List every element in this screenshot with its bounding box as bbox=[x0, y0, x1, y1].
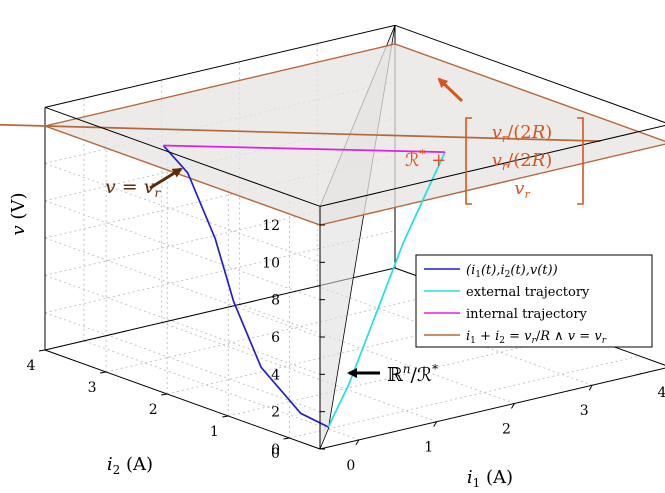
box-edge bbox=[319, 124, 665, 207]
y-tick bbox=[222, 415, 229, 418]
grid-line bbox=[44, 274, 321, 375]
legend-label-trajectory: (i1(t),i2(t),v(t)) bbox=[466, 263, 558, 280]
legend-label-internal: internal trajectory bbox=[466, 307, 588, 322]
y-tick bbox=[38, 349, 46, 352]
left-bracket bbox=[465, 117, 472, 205]
quotient-annotation: ℝn/ℛ* bbox=[347, 362, 438, 386]
legend-box bbox=[415, 254, 653, 348]
z-tick-label: 0 bbox=[271, 442, 280, 458]
z-tick-label: 6 bbox=[271, 330, 280, 346]
grid-line bbox=[44, 312, 321, 413]
z-tick-label: 8 bbox=[271, 293, 280, 309]
y-tick bbox=[283, 437, 290, 440]
grid-line bbox=[44, 237, 321, 338]
grid-line bbox=[83, 340, 360, 441]
trajectory-line bbox=[162, 144, 329, 428]
z-tick-label: 12 bbox=[262, 218, 280, 234]
x-tick bbox=[355, 439, 360, 446]
vector-entry-2: vr/(2R) bbox=[492, 150, 553, 173]
plane-intersection-line bbox=[0, 123, 601, 142]
box-edge bbox=[44, 106, 321, 207]
series-lines bbox=[0, 123, 601, 428]
x-tick-label: 3 bbox=[580, 403, 589, 419]
grid-line bbox=[239, 304, 515, 404]
z-axis-label: v (V) bbox=[8, 193, 29, 236]
grid-line bbox=[44, 200, 321, 301]
z-tick-label: 10 bbox=[262, 255, 280, 271]
set-label-prefix: ℛ* + bbox=[405, 147, 446, 171]
y-axis-label: i2 (A) bbox=[107, 454, 153, 477]
box-edge bbox=[319, 367, 665, 450]
x-tick-label: 2 bbox=[502, 421, 511, 437]
vector-entry-1: vr/(2R) bbox=[492, 122, 553, 145]
axes-box-front bbox=[44, 24, 665, 450]
legend-label-plane: i1 + i2 = vr/R ∧ v = vr bbox=[466, 329, 607, 346]
y-tick-label: 2 bbox=[149, 402, 158, 418]
box-edge bbox=[394, 24, 665, 124]
x-tick bbox=[433, 421, 438, 427]
plane-arrow bbox=[149, 167, 183, 190]
grid-line bbox=[106, 289, 457, 373]
legend-item-external: external trajectory bbox=[424, 285, 590, 300]
external-trajectory-line bbox=[327, 151, 446, 428]
x-tick-label: 4 bbox=[658, 385, 665, 401]
y-tick-label: 1 bbox=[210, 424, 219, 440]
y-tick-label: 3 bbox=[88, 380, 97, 396]
legend-item-internal: internal trajectory bbox=[424, 307, 588, 322]
legend: (i1(t),i2(t),v(t)) external trajectory i… bbox=[415, 254, 653, 348]
x-tick bbox=[511, 403, 515, 409]
vector-entry-3: vr bbox=[514, 178, 530, 201]
box-edge bbox=[44, 24, 396, 108]
x-tick bbox=[588, 384, 593, 391]
y-tick bbox=[100, 371, 107, 374]
grid-line bbox=[161, 322, 437, 423]
z-tick-label: 2 bbox=[271, 405, 280, 421]
plane-label: v = vr bbox=[105, 176, 161, 200]
quotient-label: ℝn/ℛ* bbox=[387, 362, 438, 386]
legend-label-external: external trajectory bbox=[466, 285, 590, 300]
x-tick-label: 0 bbox=[346, 458, 355, 474]
box-edge bbox=[44, 349, 321, 450]
set-annotation: ℛ* + vr/(2R) vr/(2R) vr bbox=[405, 77, 584, 205]
right-bracket bbox=[577, 117, 584, 205]
x-axis-label: i1 (A) bbox=[467, 467, 513, 490]
legend-item-trajectory: (i1(t),i2(t),v(t)) bbox=[424, 263, 558, 280]
y-tick-label: 4 bbox=[27, 358, 36, 374]
y-tick bbox=[161, 393, 168, 396]
y-tick-label: 0 bbox=[271, 446, 280, 462]
z-tick-label: 4 bbox=[271, 367, 280, 383]
grid-line bbox=[44, 162, 321, 263]
plane-annotation: v = vr bbox=[105, 167, 183, 200]
internal-trajectory-line bbox=[163, 144, 446, 153]
x-tick-label: 1 bbox=[424, 440, 433, 456]
set-arrow bbox=[437, 77, 464, 103]
